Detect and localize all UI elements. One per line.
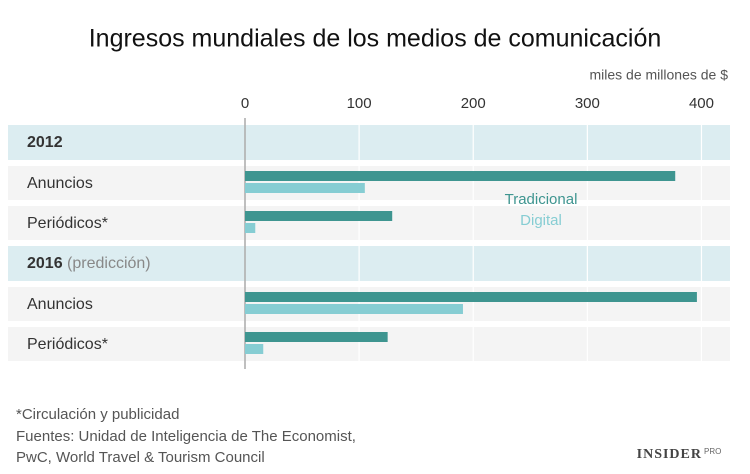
logo: INSIDER <box>637 447 702 462</box>
legend-label: Tradicional <box>505 191 578 208</box>
legend-label: Digital <box>520 212 562 229</box>
group-band <box>8 125 730 160</box>
bar <box>245 223 256 233</box>
chart-title: Ingresos mundiales de los medios de comu… <box>89 25 662 53</box>
group-name: 2016 <box>27 255 63 272</box>
bar <box>245 211 393 221</box>
bar <box>245 292 697 302</box>
category-label: Periódicos* <box>27 215 108 232</box>
x-tick-label: 0 <box>241 95 249 112</box>
bar <box>245 183 365 193</box>
bar <box>245 171 676 181</box>
x-tick-label: 300 <box>575 95 600 112</box>
group-name: 2012 <box>27 134 63 151</box>
group-label: 2016 (predicción) <box>27 255 151 272</box>
x-axis-label: miles de millones de $ <box>589 67 728 83</box>
bar <box>245 304 463 314</box>
category-label: Anuncios <box>27 175 93 192</box>
footnote: PwC, World Travel & Tourism Council <box>16 449 265 466</box>
logo-sub: PRO <box>704 447 721 456</box>
x-tick-label: 100 <box>347 95 372 112</box>
x-tick-label: 400 <box>689 95 714 112</box>
bar <box>245 344 264 354</box>
footnote: Fuentes: Unidad de Inteligencia de The E… <box>16 428 356 445</box>
x-tick-label: 200 <box>461 95 486 112</box>
group-label: 2012 <box>27 134 63 151</box>
footnote: *Circulación y publicidad <box>16 406 179 423</box>
bar <box>245 332 388 342</box>
category-label: Periódicos* <box>27 336 108 353</box>
category-label: Anuncios <box>27 296 93 313</box>
group-note: (predicción) <box>67 255 151 272</box>
group-band <box>8 246 730 281</box>
